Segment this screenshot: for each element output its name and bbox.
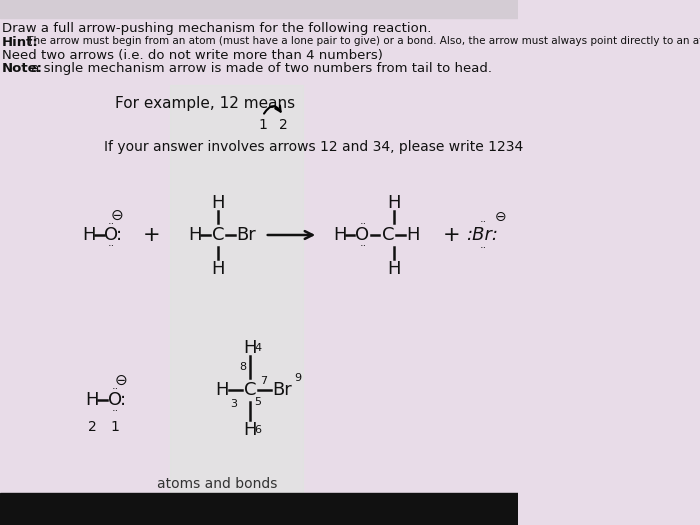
Text: O: O [356,226,370,244]
Text: ··: ·· [108,241,116,251]
Text: ··: ·· [480,217,487,227]
Text: +: + [442,225,460,245]
Text: H: H [244,421,257,439]
Text: 2: 2 [279,118,288,132]
Text: C: C [244,381,256,399]
Text: Time Remaining: Time Remaining [392,4,471,14]
Text: :: : [120,391,126,409]
Text: 5: 5 [254,397,261,407]
Text: 4: 4 [255,343,262,353]
Text: 1: 1 [110,420,119,434]
Text: H: H [82,226,95,244]
Text: C: C [382,226,395,244]
Text: 1: 1 [258,118,267,132]
Text: For example, 12 means: For example, 12 means [115,96,295,111]
Text: H: H [244,339,257,357]
Text: :Br:: :Br: [466,226,498,244]
Text: H: H [406,226,419,244]
Text: ⊖: ⊖ [111,207,123,223]
Text: atoms and bonds: atoms and bonds [157,477,277,491]
Text: Note:: Note: [2,62,43,75]
Text: H: H [85,391,99,409]
Text: +: + [143,225,160,245]
Text: Draw a full arrow-pushing mechanism for the following reaction.: Draw a full arrow-pushing mechanism for … [2,22,432,35]
Text: ··: ·· [360,219,367,229]
Text: H: H [211,260,225,278]
Text: H: H [188,226,202,244]
Text: O: O [104,226,118,244]
Bar [0,0,518,18]
Text: H: H [387,194,400,212]
Text: 9: 9 [294,373,301,383]
Text: If your answer involves arrows 12 and 34, please write 1234: If your answer involves arrows 12 and 34… [104,140,523,154]
Text: ··: ·· [112,406,119,416]
Text: ··: ·· [480,243,487,253]
Text: a single mechanism arrow is made of two numbers from tail to head.: a single mechanism arrow is made of two … [27,62,491,75]
Text: ··: ·· [108,219,116,229]
Text: The arrow must begin from an atom (must have a lone pair to give) or a bond. Als: The arrow must begin from an atom (must … [25,36,700,46]
Text: ··: ·· [112,384,119,394]
Text: ⊖: ⊖ [114,373,127,387]
Text: 5 points: 5 points [2,4,42,14]
Text: 2: 2 [88,420,97,434]
Text: Need two arrows (i.e. do not write more than 4 numbers): Need two arrows (i.e. do not write more … [2,49,383,62]
Text: H: H [333,226,347,244]
Bar [170,85,303,515]
Text: 7: 7 [260,376,267,386]
Text: :: : [116,226,122,244]
Text: H: H [387,260,400,278]
Text: C: C [212,226,225,244]
Text: 3: 3 [230,399,237,409]
Text: Br: Br [273,381,293,399]
Text: 8: 8 [239,362,246,372]
Text: O: O [108,391,122,409]
Bar [0,493,518,525]
Text: ··: ·· [360,241,367,251]
Text: 6: 6 [254,425,261,435]
Text: Br: Br [237,226,256,244]
Text: H: H [211,194,225,212]
Text: H: H [215,381,229,399]
Text: Hint:: Hint: [2,36,39,49]
Text: ⊖: ⊖ [495,210,507,224]
